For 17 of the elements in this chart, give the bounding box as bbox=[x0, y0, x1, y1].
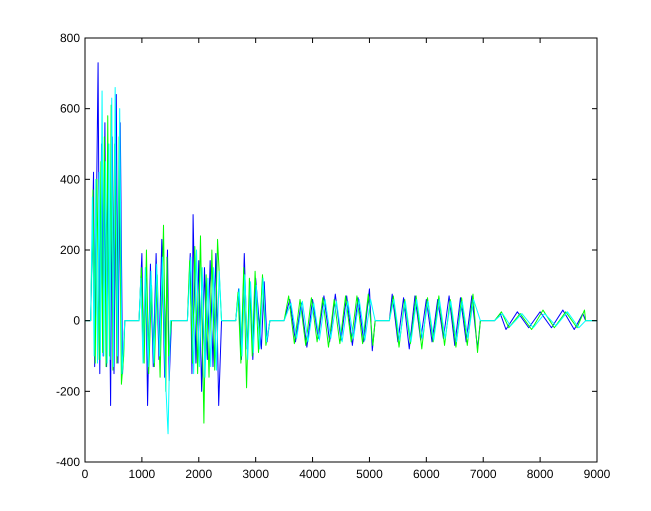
x-tick-label: 9000 bbox=[584, 467, 611, 481]
x-tick-label: 2000 bbox=[185, 467, 212, 481]
y-tick-label: -200 bbox=[56, 384, 80, 398]
y-tick-label: 600 bbox=[60, 102, 80, 116]
y-tick-label: 0 bbox=[73, 314, 80, 328]
y-tick-label: 400 bbox=[60, 172, 80, 186]
y-tick-label: 800 bbox=[60, 31, 80, 45]
x-tick-label: 3000 bbox=[242, 467, 270, 481]
x-tick-label: 1000 bbox=[128, 467, 156, 481]
x-tick-label: 8000 bbox=[526, 467, 554, 481]
y-tick-label: -400 bbox=[56, 455, 80, 469]
x-tick-label: 4000 bbox=[299, 467, 326, 481]
x-tick-label: 7000 bbox=[470, 467, 497, 481]
x-tick-label: 0 bbox=[82, 467, 89, 481]
x-tick-label: 5000 bbox=[356, 467, 384, 481]
x-tick-label: 6000 bbox=[412, 467, 440, 481]
y-tick-label: 200 bbox=[60, 243, 80, 257]
